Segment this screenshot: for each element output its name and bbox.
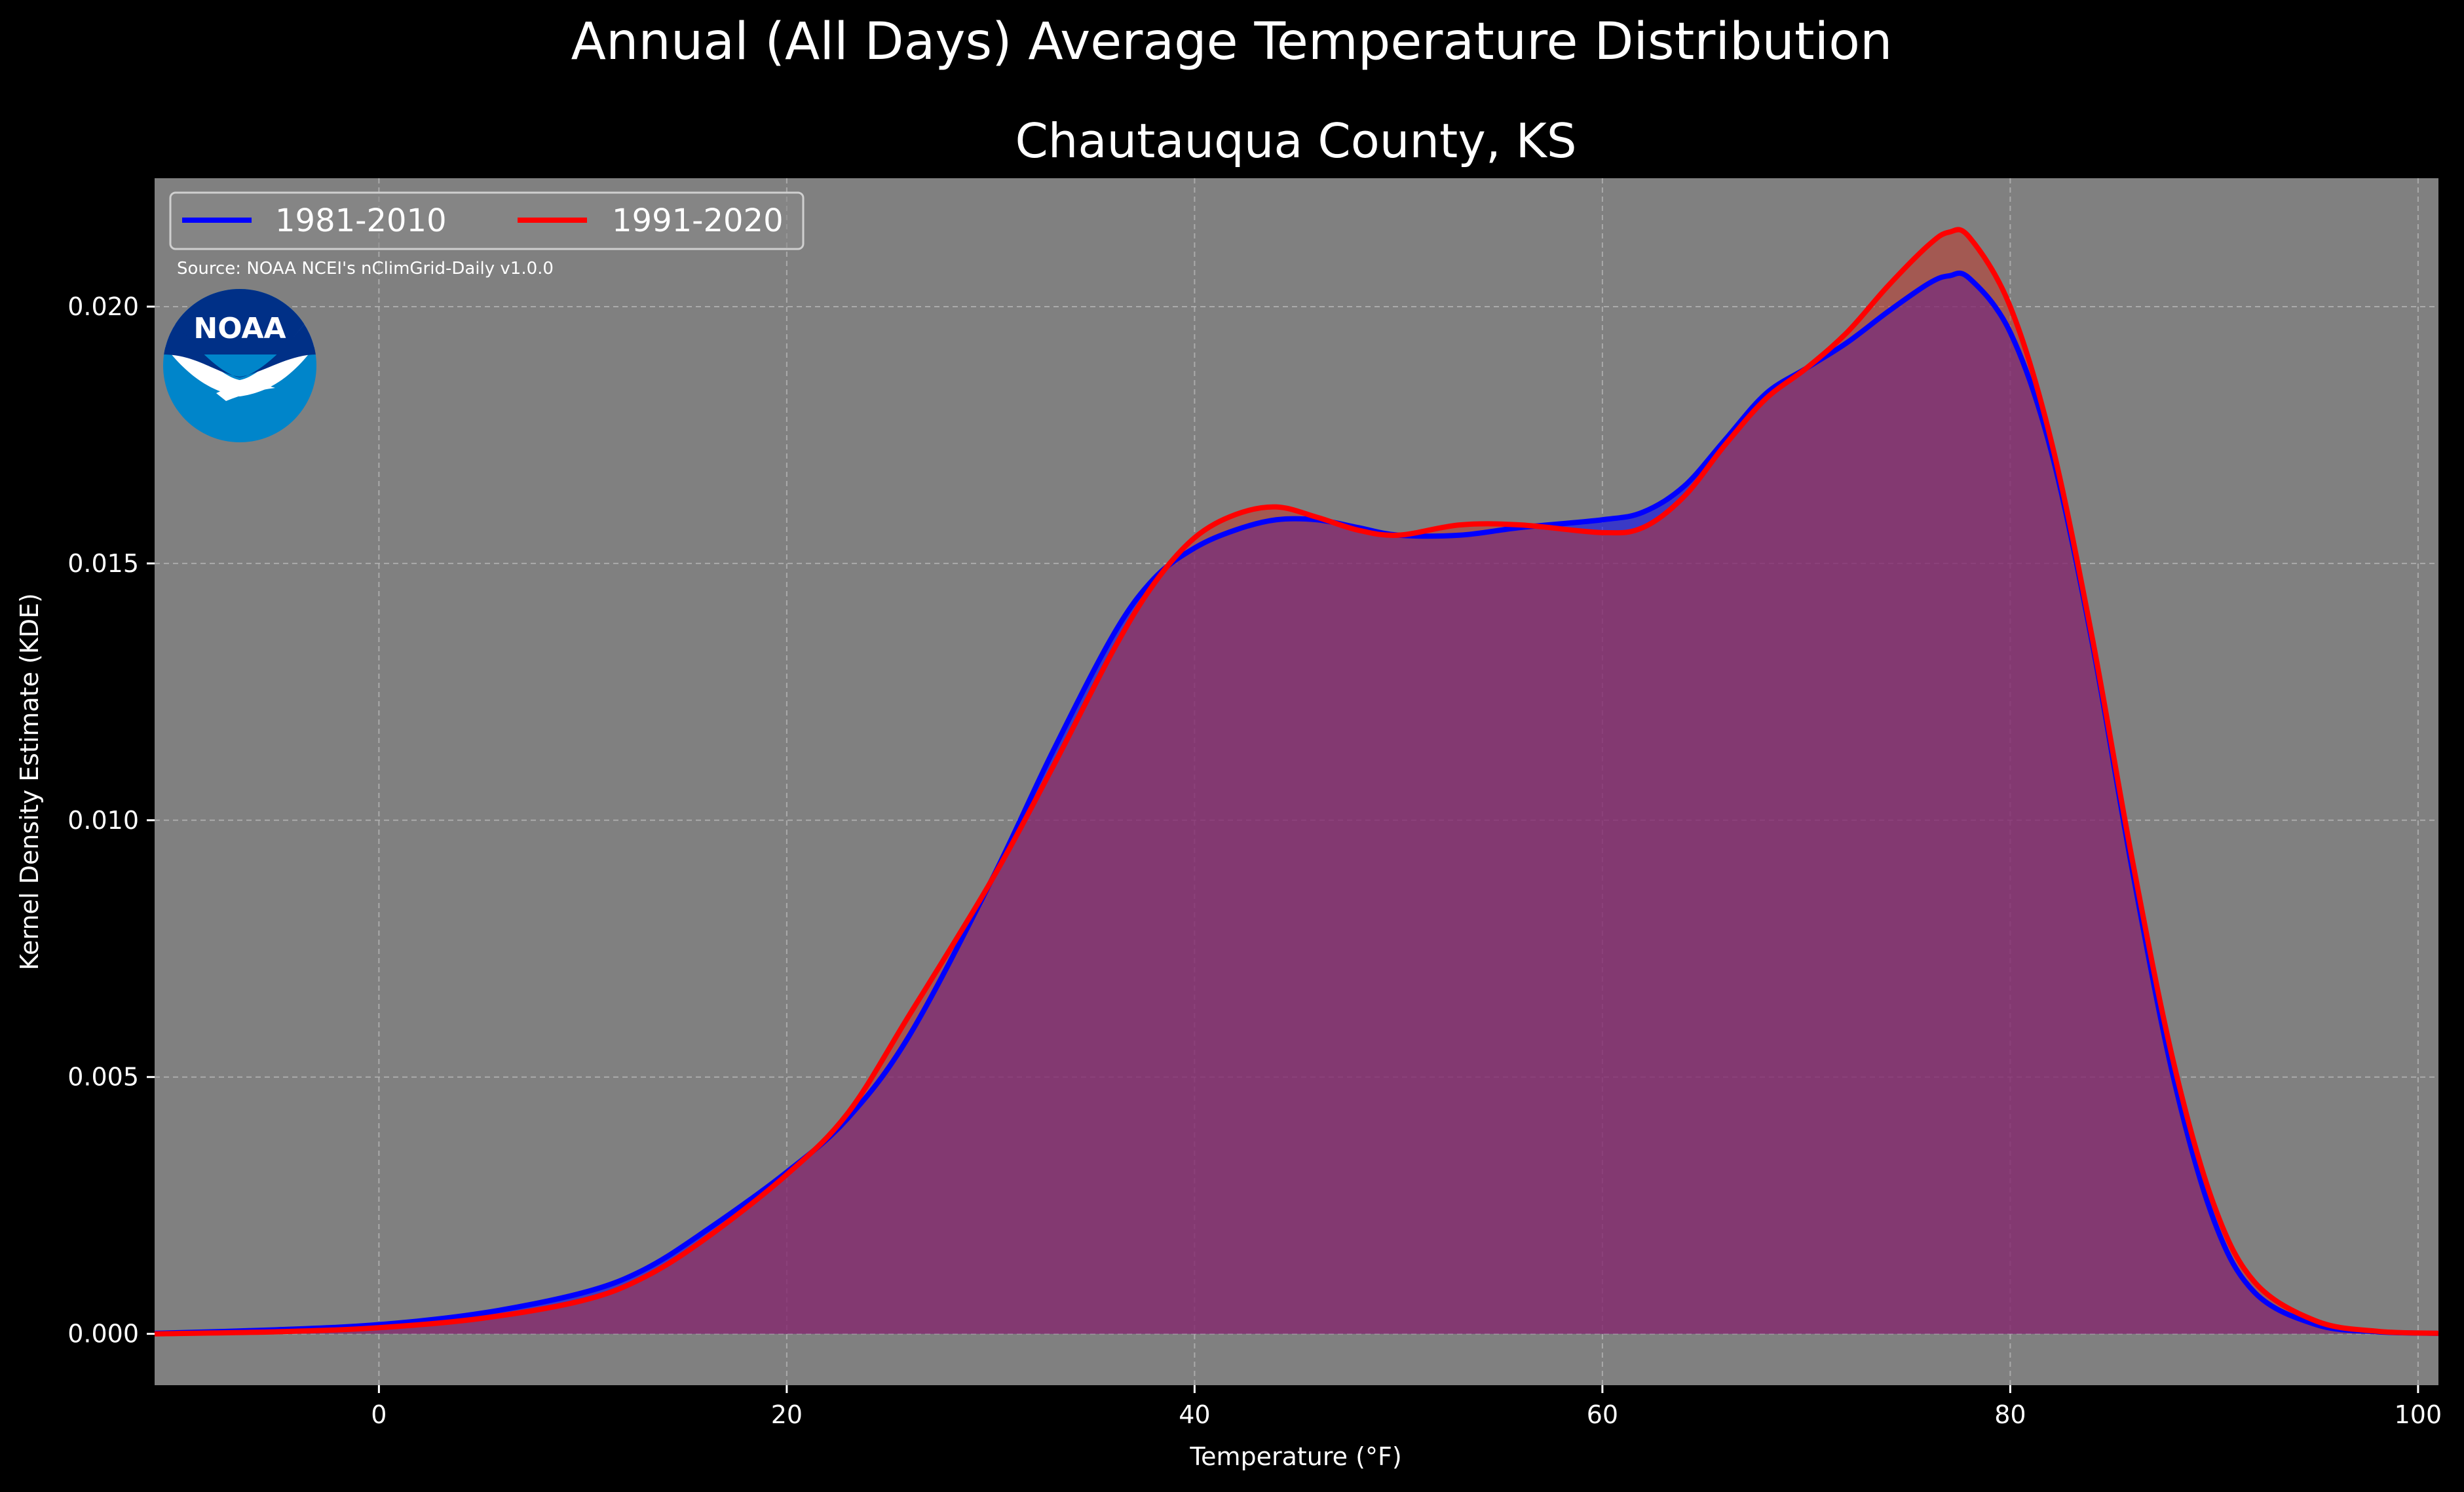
noaa-logo-text: NOAA	[193, 312, 286, 345]
chart-suptitle: Annual (All Days) Average Temperature Di…	[571, 12, 1893, 71]
y-tick-label: 0.015	[67, 549, 139, 578]
y-tick-label: 0.005	[67, 1063, 139, 1092]
x-tick-label: 40	[1179, 1400, 1210, 1429]
chart-title: Chautauqua County, KS	[1015, 113, 1576, 168]
x-tick-label: 20	[771, 1400, 803, 1429]
noaa-logo: NOAA	[163, 289, 316, 442]
series-lines	[154, 227, 2439, 1337]
x-tick-label: 100	[2395, 1400, 2442, 1429]
legend-label-1981-2010: 1981-2010	[275, 202, 447, 239]
y-axis: 0.000 0.005 0.010 0.015 0.020	[67, 292, 155, 1349]
line-1991-2020	[154, 227, 2439, 1337]
legend-label-1991-2020: 1991-2020	[612, 202, 784, 239]
x-tick-label: 0	[371, 1400, 387, 1429]
legend-box	[169, 191, 805, 250]
legend: 1981-2010 1991-2020	[169, 191, 805, 250]
series-areas	[155, 229, 2438, 1334]
source-note: Source: NOAA NCEI's nClimGrid-Daily v1.0…	[177, 259, 554, 278]
y-axis-label: Kernel Density Estimate (KDE)	[15, 593, 44, 970]
y-tick-label: 0.000	[67, 1320, 139, 1349]
x-axis-label: Temperature (°F)	[1189, 1442, 1401, 1471]
x-tick-label: 60	[1587, 1400, 1618, 1429]
y-tick-label: 0.010	[67, 806, 139, 835]
x-tick-label: 80	[1994, 1400, 2026, 1429]
x-axis: 0 20 40 60 80 100	[371, 1385, 2442, 1429]
y-tick-label: 0.020	[67, 292, 139, 321]
area-1991-2020	[155, 229, 2438, 1334]
